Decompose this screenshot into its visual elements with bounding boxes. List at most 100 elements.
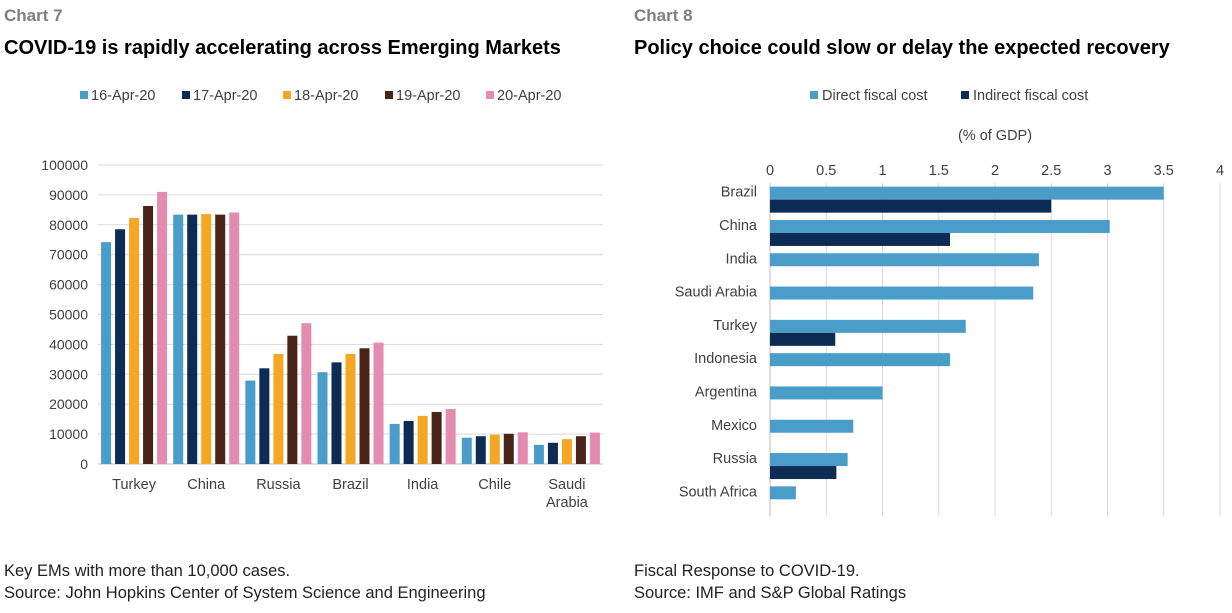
chart-7-footnote: Key EMs with more than 10,000 cases. Sou…	[4, 560, 486, 604]
bar	[431, 411, 442, 464]
bar	[561, 439, 572, 464]
bar	[770, 199, 1052, 213]
chart-7-label: Chart 7	[4, 6, 63, 25]
x-tick-label: 3	[1103, 163, 1111, 179]
x-tick-label: Russia	[256, 477, 301, 493]
legend-swatch	[80, 91, 88, 99]
bar	[503, 433, 514, 464]
y-tick-label: 30000	[49, 366, 88, 382]
bar	[331, 362, 342, 464]
x-tick-label: 0.5	[816, 163, 836, 179]
x-tick-label: Chile	[478, 477, 511, 493]
bar	[770, 386, 883, 400]
y-tick-label: Turkey	[713, 318, 758, 334]
bar	[143, 205, 154, 464]
chart-7-note: Key EMs with more than 10,000 cases.	[4, 562, 291, 580]
bar	[770, 253, 1039, 267]
y-tick-label: Mexico	[711, 418, 757, 434]
bar	[115, 229, 126, 464]
bar	[770, 453, 848, 467]
chart-8-note: Fiscal Response to COVID-19.	[634, 562, 860, 580]
x-tick-label: China	[187, 477, 226, 493]
y-tick-label: 20000	[49, 396, 88, 412]
chart-8-title: Policy choice could slow or delay the ex…	[634, 37, 1170, 59]
x-tick-label: 3.5	[1154, 163, 1174, 179]
bar	[273, 353, 284, 464]
bar	[173, 214, 184, 464]
bar	[770, 466, 837, 480]
bar	[259, 368, 270, 464]
bar	[575, 436, 586, 464]
x-tick-label: Arabia	[546, 495, 589, 511]
chart-8-footnote: Fiscal Response to COVID-19. Source: IMF…	[634, 560, 906, 604]
y-tick-label: Indonesia	[694, 351, 758, 367]
y-tick-label: 100000	[41, 157, 88, 173]
y-tick-label: India	[726, 251, 758, 267]
legend-label: Indirect fiscal cost	[973, 88, 1088, 104]
chart-7-title: COVID-19 is rapidly accelerating across …	[4, 37, 561, 59]
bar	[201, 214, 212, 464]
bar	[489, 434, 500, 464]
x-tick-label: 2.5	[1041, 163, 1061, 179]
x-tick-label: 1	[878, 163, 886, 179]
bar	[359, 348, 370, 464]
bar	[129, 217, 140, 464]
chart-8-svg: Direct fiscal cost Indirect fiscal cost (%…	[675, 88, 1224, 516]
legend-label: 19-Apr-20	[396, 88, 460, 104]
bar	[245, 380, 256, 464]
chart-8-source: Source: IMF and S&P Global Ratings	[634, 584, 907, 602]
bar	[589, 432, 600, 464]
legend-swatch	[961, 91, 969, 99]
legend-swatch	[486, 91, 494, 99]
y-tick-label: 0	[80, 456, 88, 472]
legend-label: 18-Apr-20	[294, 88, 358, 104]
y-tick-label: 60000	[49, 277, 88, 293]
chart-7-svg: 0 10000 20000 30000 40000 50000 60000 70000 8000…	[41, 88, 603, 511]
bar	[770, 319, 966, 333]
y-tick-label: 90000	[49, 187, 88, 203]
y-tick-label: China	[719, 218, 758, 234]
y-tick-label: Russia	[713, 451, 758, 467]
legend-swatch	[810, 91, 818, 99]
bar	[533, 444, 544, 464]
chart-7-source: Source: John Hopkins Center of System Sc…	[4, 584, 486, 602]
legend-swatch	[283, 91, 291, 99]
y-tick-label: Brazil	[721, 185, 757, 201]
x-tick-label: Brazil	[332, 477, 368, 493]
x-tick-label: Turkey	[112, 477, 157, 493]
chart-7-panel: Chart 7 COVID-19 is rapidly accelerating…	[4, 6, 603, 604]
chart-8-panel: Chart 8 Policy choice could slow or dela…	[630, 0, 1232, 613]
x-tick-label: 2	[991, 163, 999, 179]
bar	[187, 214, 198, 464]
bar	[101, 242, 112, 464]
bar	[517, 432, 528, 464]
y-tick-label: Argentina	[695, 384, 758, 400]
y-tick-label: 10000	[49, 426, 88, 442]
bar	[770, 332, 836, 346]
bar	[770, 353, 950, 367]
x-tick-label: Saudi	[548, 477, 585, 493]
x-tick-label: 0	[766, 163, 774, 179]
bar	[770, 486, 796, 500]
y-tick-label: 50000	[49, 307, 88, 323]
bar	[157, 191, 168, 464]
y-tick-label: 70000	[49, 247, 88, 263]
legend-label: 17-Apr-20	[193, 88, 257, 104]
y-tick-label: Saudi Arabia	[675, 285, 758, 301]
legend-label: 16-Apr-20	[91, 88, 155, 104]
bar	[417, 415, 428, 464]
bar	[389, 423, 400, 464]
bar	[345, 353, 356, 464]
bar	[403, 420, 414, 464]
legend-label: Direct fiscal cost	[822, 88, 928, 104]
y-tick-label: South Africa	[679, 484, 758, 500]
bar	[770, 419, 854, 433]
bar	[215, 214, 226, 464]
x-axis-title: (% of GDP)	[958, 128, 1032, 144]
bar	[287, 335, 298, 464]
bar	[770, 286, 1034, 300]
x-tick-label: India	[407, 477, 439, 493]
bar	[770, 232, 950, 246]
bar	[373, 342, 384, 464]
bar	[301, 323, 312, 464]
